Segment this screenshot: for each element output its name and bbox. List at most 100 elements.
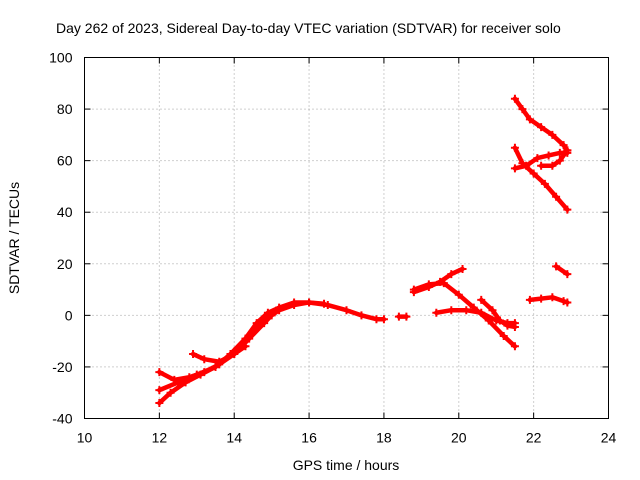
data-point — [555, 156, 564, 165]
y-tick-label: 100 — [49, 50, 73, 66]
data-point — [458, 264, 467, 273]
data-point — [166, 388, 175, 397]
series-line — [411, 266, 465, 295]
series-line — [538, 148, 570, 169]
x-tick-label: 12 — [152, 430, 168, 446]
data-point — [563, 270, 572, 279]
data-point — [189, 350, 198, 359]
data-point — [563, 205, 572, 214]
data-point — [155, 386, 164, 395]
grid — [84, 57, 609, 419]
y-tick-label: -40 — [52, 411, 72, 427]
series-track-13 — [537, 146, 572, 170]
data-point — [200, 355, 209, 364]
y-tick-label: 80 — [57, 101, 73, 117]
series-track-15 — [552, 262, 572, 279]
data-point — [357, 311, 366, 320]
data-series — [155, 94, 572, 408]
data-point — [555, 148, 564, 157]
data-point — [477, 308, 486, 317]
data-point — [275, 306, 284, 315]
y-tick-label: -20 — [52, 359, 72, 375]
data-point — [230, 350, 239, 359]
data-point — [372, 315, 381, 324]
data-point — [170, 375, 179, 384]
x-tick-label: 10 — [77, 430, 93, 446]
x-tick-label: 24 — [601, 430, 617, 446]
data-point — [185, 373, 194, 382]
data-point — [447, 270, 456, 279]
series-track-11 — [510, 143, 572, 214]
x-tick-label: 18 — [376, 430, 392, 446]
data-point — [462, 306, 471, 315]
data-point — [260, 316, 269, 325]
axis-ticks: 10 12 14 16 18 20 22 24 -40 -20 0 20 40 60 80 100 — [49, 50, 616, 446]
data-point — [503, 321, 512, 330]
data-point — [559, 297, 568, 306]
series-track-3 — [155, 298, 329, 384]
data-point — [540, 179, 549, 188]
data-point — [155, 399, 164, 408]
data-point — [529, 169, 538, 178]
data-point — [379, 315, 388, 324]
data-point — [510, 342, 519, 351]
data-point — [155, 368, 164, 377]
series-track-9 — [477, 295, 519, 331]
data-point — [305, 298, 314, 307]
series-line — [512, 145, 570, 212]
data-point — [510, 322, 519, 331]
data-point — [424, 282, 433, 291]
y-tick-label: 20 — [57, 256, 73, 272]
data-point — [552, 192, 561, 201]
data-point — [525, 115, 534, 124]
data-point — [342, 306, 351, 315]
data-point — [241, 342, 250, 351]
data-point — [533, 154, 542, 163]
data-point — [510, 94, 519, 103]
series-track-7 — [409, 264, 467, 297]
data-point — [409, 288, 418, 297]
data-point — [447, 306, 456, 315]
data-point — [477, 295, 486, 304]
data-point — [559, 141, 568, 150]
chart-title: Day 262 of 2023, Sidereal Day-to-day VTE… — [56, 20, 561, 36]
data-point — [436, 277, 445, 286]
x-tick-label: 20 — [451, 430, 467, 446]
data-point — [290, 301, 299, 310]
data-point — [402, 312, 411, 321]
data-point — [510, 143, 519, 152]
data-point — [495, 316, 504, 325]
data-point — [563, 298, 572, 307]
data-point — [394, 312, 403, 321]
data-point — [537, 161, 546, 170]
data-point — [548, 293, 557, 302]
data-point — [510, 164, 519, 173]
data-point — [488, 306, 497, 315]
data-point — [548, 130, 557, 139]
data-point — [432, 308, 441, 317]
data-point — [537, 123, 546, 132]
series-track-4 — [189, 342, 250, 366]
y-axis-label: SDTVAR / TECUs — [6, 182, 22, 294]
x-tick-label: 22 — [526, 430, 542, 446]
data-point — [525, 295, 534, 304]
data-point — [215, 357, 224, 366]
series-line — [553, 264, 570, 277]
plot-frame — [84, 57, 609, 419]
data-point — [200, 368, 209, 377]
data-point — [499, 331, 508, 340]
data-point — [518, 105, 527, 114]
data-point — [320, 299, 329, 308]
data-point — [522, 161, 531, 170]
x-tick-label: 14 — [226, 430, 242, 446]
y-tick-label: 0 — [65, 307, 73, 323]
series-line — [157, 300, 327, 383]
data-point — [548, 161, 557, 170]
data-point — [245, 331, 254, 340]
data-point — [563, 146, 572, 155]
series-track-10 — [510, 94, 572, 155]
data-point — [544, 151, 553, 160]
data-point — [552, 262, 561, 271]
y-tick-label: 40 — [57, 204, 73, 220]
